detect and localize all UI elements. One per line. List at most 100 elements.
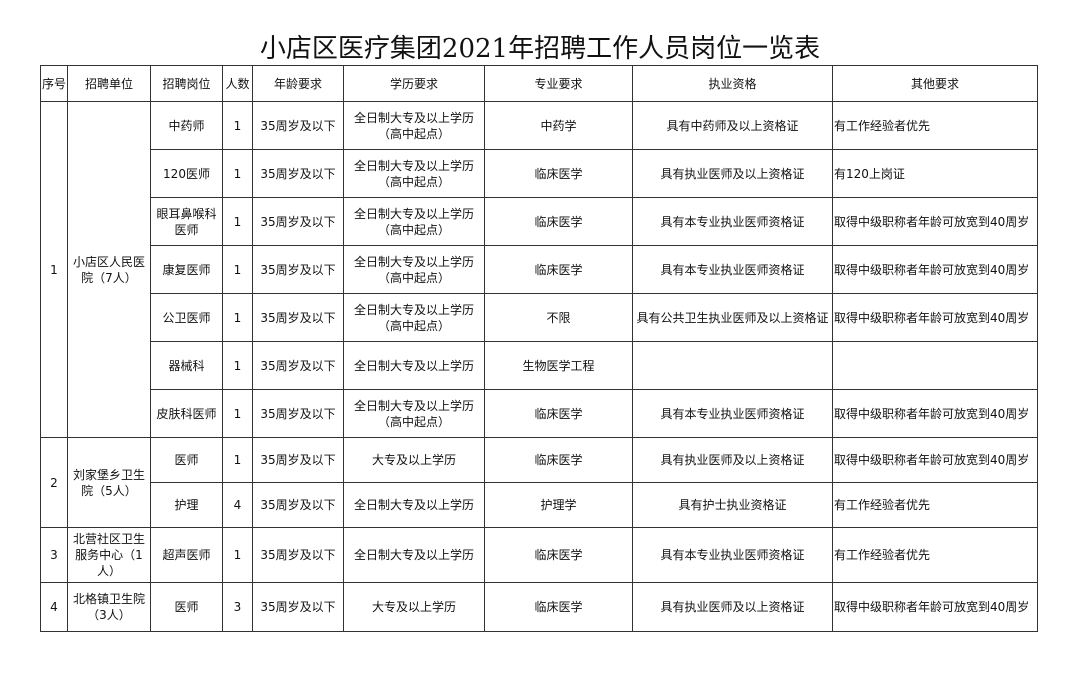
cell-other: 取得中级职称者年龄可放宽到40周岁 bbox=[832, 197, 1038, 246]
cell-edu: 全日制大专及以上学历 （高中起点） bbox=[343, 197, 485, 246]
cell-count: 4 bbox=[222, 482, 253, 528]
cell-age: 35周岁及以下 bbox=[252, 245, 344, 294]
cell-age: 35周岁及以下 bbox=[252, 149, 344, 198]
cell-cert: 具有公共卫生执业医师及以上资格证 bbox=[632, 293, 833, 342]
cell-other: 取得中级职称者年龄可放宽到40周岁 bbox=[832, 389, 1038, 438]
cell-no: 3 bbox=[40, 527, 68, 583]
cell-post: 眼耳鼻喉科医师 bbox=[150, 197, 223, 246]
cell-edu: 全日制大专及以上学历 （高中起点） bbox=[343, 293, 485, 342]
cell-post: 120医师 bbox=[150, 149, 223, 198]
cell-major: 临床医学 bbox=[484, 245, 633, 294]
cell-major: 生物医学工程 bbox=[484, 341, 633, 390]
recruitment-table: 序号 招聘单位 招聘岗位 人数 年龄要求 学历要求 专业要求 执业资格 其他要求 1 小店区人民医… bbox=[40, 65, 1038, 632]
cell-age: 35周岁及以下 bbox=[252, 582, 344, 632]
table-row: 2 刘家堡乡卫生院（5人） 医师 1 35周岁及以下 大专及以上学历 临床医学 具有执业医师及… bbox=[40, 437, 1038, 528]
header-row: 序号 招聘单位 招聘岗位 人数 年龄要求 学历要求 专业要求 执业资格 其他要求 bbox=[40, 65, 1038, 102]
cell-other: 有工作经验者优先 bbox=[832, 482, 1038, 528]
table-row: 康复医师 1 35周岁及以下 全日制大专及以上学历 （高中起点） 临床医学 具有本专业执业… bbox=[41, 245, 1038, 294]
page-title: 小店区医疗集团2021年招聘工作人员岗位一览表 bbox=[259, 34, 821, 64]
cell-count: 1 bbox=[222, 527, 253, 583]
table-row: 眼耳鼻喉科医师 1 35周岁及以下 全日制大专及以上学历 （高中起点） 临床医学 具有本专… bbox=[41, 197, 1038, 246]
cell-cert: 具有本专业执业医师资格证 bbox=[632, 527, 833, 583]
cell-post: 皮肤科医师 bbox=[150, 389, 223, 438]
table-row: 护理 4 35周岁及以下 全日制大专及以上学历 护理学 具有护士执业资格证 有工作经验者优先 bbox=[41, 482, 1038, 528]
header-unit: 招聘单位 bbox=[67, 65, 151, 102]
cell-post: 医师 bbox=[150, 582, 223, 632]
cell-major: 临床医学 bbox=[484, 389, 633, 438]
cell-post: 中药师 bbox=[150, 101, 223, 150]
cell-cert: 具有护士执业资格证 bbox=[632, 482, 833, 528]
cell-age: 35周岁及以下 bbox=[252, 437, 344, 483]
header-other: 其他要求 bbox=[832, 65, 1038, 102]
cell-cert: 具有本专业执业医师资格证 bbox=[632, 245, 833, 294]
cell-age: 35周岁及以下 bbox=[252, 293, 344, 342]
cell-cert: 具有中药师及以上资格证 bbox=[632, 101, 833, 150]
cell-other: 有工作经验者优先 bbox=[832, 527, 1038, 583]
header-major: 专业要求 bbox=[484, 65, 633, 102]
cell-count: 1 bbox=[222, 149, 253, 198]
cell-major: 护理学 bbox=[484, 482, 633, 528]
cell-other: 取得中级职称者年龄可放宽到40周岁 bbox=[832, 582, 1038, 632]
cell-age: 35周岁及以下 bbox=[252, 527, 344, 583]
cell-age: 35周岁及以下 bbox=[252, 341, 344, 390]
cell-other: 取得中级职称者年龄可放宽到40周岁 bbox=[832, 293, 1038, 342]
cell-other bbox=[832, 341, 1038, 390]
cell-major: 临床医学 bbox=[484, 197, 633, 246]
cell-count: 3 bbox=[222, 582, 253, 632]
cell-no: 1 bbox=[40, 101, 68, 438]
table-row: 3 北营社区卫生服务中心（1人） 超声医师 1 35周岁及以下 全日制大专及以上学历 临床医… bbox=[40, 527, 1038, 583]
cell-unit: 北格镇卫生院（3人） bbox=[67, 582, 151, 632]
cell-cert: 具有本专业执业医师资格证 bbox=[632, 197, 833, 246]
table-row: 1 小店区人民医院（7人） 中药师 1 35周岁及以下 全日制大专及以上学历 （高中起点）… bbox=[40, 101, 1038, 438]
table-row: 4 北格镇卫生院（3人） 医师 3 35周岁及以下 大专及以上学历 临床医学 具有执业医师及以… bbox=[40, 582, 1038, 632]
cell-edu: 全日制大专及以上学历 （高中起点） bbox=[343, 245, 485, 294]
cell-post: 护理 bbox=[150, 482, 223, 528]
cell-unit: 小店区人民医院（7人） bbox=[67, 101, 151, 438]
cell-post: 医师 bbox=[150, 437, 223, 483]
cell-other: 取得中级职称者年龄可放宽到40周岁 bbox=[832, 437, 1038, 483]
cell-count: 1 bbox=[222, 101, 253, 150]
cell-edu: 全日制大专及以上学历 （高中起点） bbox=[343, 149, 485, 198]
cell-edu: 全日制大专及以上学历 bbox=[343, 482, 485, 528]
cell-other: 有工作经验者优先 bbox=[832, 101, 1038, 150]
cell-major: 临床医学 bbox=[484, 149, 633, 198]
cell-major: 临床医学 bbox=[484, 582, 633, 632]
cell-edu: 全日制大专及以上学历 bbox=[343, 341, 485, 390]
cell-age: 35周岁及以下 bbox=[252, 101, 344, 150]
header-age: 年龄要求 bbox=[252, 65, 344, 102]
cell-edu: 全日制大专及以上学历 bbox=[343, 527, 485, 583]
cell-edu: 全日制大专及以上学历 （高中起点） bbox=[343, 101, 485, 150]
cell-cert: 具有执业医师及以上资格证 bbox=[632, 437, 833, 483]
cell-other: 有120上岗证 bbox=[832, 149, 1038, 198]
cell-cert bbox=[632, 341, 833, 390]
cell-post: 公卫医师 bbox=[150, 293, 223, 342]
table-row: 皮肤科医师 1 35周岁及以下 全日制大专及以上学历 （高中起点） 临床医学 具有本专业执… bbox=[41, 389, 1038, 438]
table-row: 器械科 1 35周岁及以下 全日制大专及以上学历 生物医学工程 bbox=[41, 341, 1038, 390]
header-cert: 执业资格 bbox=[632, 65, 833, 102]
cell-edu: 大专及以上学历 bbox=[343, 437, 485, 483]
table-row: 120医师 1 35周岁及以下 全日制大专及以上学历 （高中起点） 临床医学 具有执业医师… bbox=[41, 149, 1038, 198]
cell-cert: 具有执业医师及以上资格证 bbox=[632, 582, 833, 632]
cell-count: 1 bbox=[222, 197, 253, 246]
cell-major: 不限 bbox=[484, 293, 633, 342]
table-row: 公卫医师 1 35周岁及以下 全日制大专及以上学历 （高中起点） 不限 具有公共卫生执业医… bbox=[41, 293, 1038, 342]
cell-edu: 全日制大专及以上学历 （高中起点） bbox=[343, 389, 485, 438]
cell-other: 取得中级职称者年龄可放宽到40周岁 bbox=[832, 245, 1038, 294]
cell-count: 1 bbox=[222, 245, 253, 294]
cell-age: 35周岁及以下 bbox=[252, 389, 344, 438]
cell-no: 2 bbox=[40, 437, 68, 528]
header-no: 序号 bbox=[40, 65, 68, 102]
cell-post: 康复医师 bbox=[150, 245, 223, 294]
cell-post: 器械科 bbox=[150, 341, 223, 390]
cell-unit: 北营社区卫生服务中心（1人） bbox=[67, 527, 151, 583]
cell-major: 临床医学 bbox=[484, 437, 633, 483]
cell-cert: 具有本专业执业医师资格证 bbox=[632, 389, 833, 438]
cell-major: 临床医学 bbox=[484, 527, 633, 583]
cell-count: 1 bbox=[222, 389, 253, 438]
cell-edu: 大专及以上学历 bbox=[343, 582, 485, 632]
header-edu: 学历要求 bbox=[343, 65, 485, 102]
cell-post: 超声医师 bbox=[150, 527, 223, 583]
cell-age: 35周岁及以下 bbox=[252, 482, 344, 528]
cell-count: 1 bbox=[222, 341, 253, 390]
header-count: 人数 bbox=[222, 65, 253, 102]
